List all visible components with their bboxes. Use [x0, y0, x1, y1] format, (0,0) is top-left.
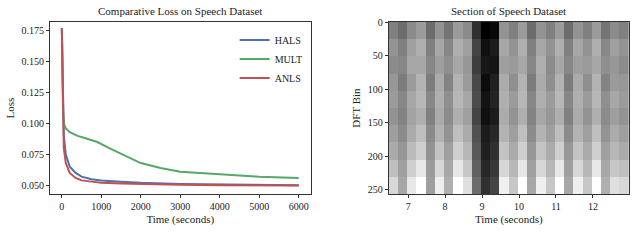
svg-text:0: 0 — [59, 201, 64, 212]
svg-text:0.175: 0.175 — [22, 25, 45, 36]
svg-text:0: 0 — [378, 17, 383, 28]
svg-text:0.150: 0.150 — [22, 56, 45, 67]
svg-text:0.075: 0.075 — [22, 149, 45, 160]
svg-text:0.125: 0.125 — [22, 87, 45, 98]
svg-text:5000: 5000 — [249, 201, 269, 212]
svg-text:50: 50 — [373, 50, 383, 61]
svg-text:9: 9 — [480, 201, 485, 212]
svg-text:4000: 4000 — [210, 201, 230, 212]
svg-text:150: 150 — [368, 117, 383, 128]
svg-text:7: 7 — [406, 201, 411, 212]
svg-text:100: 100 — [368, 84, 383, 95]
svg-text:2000: 2000 — [131, 201, 151, 212]
svg-text:0.050: 0.050 — [22, 180, 45, 191]
svg-text:Section of Speech Dataset: Section of Speech Dataset — [451, 5, 566, 17]
svg-text:Loss: Loss — [4, 98, 16, 119]
svg-text:8: 8 — [443, 201, 448, 212]
svg-text:12: 12 — [588, 201, 598, 212]
svg-text:ANLS: ANLS — [275, 73, 301, 84]
svg-text:DFT Bin: DFT Bin — [350, 88, 362, 128]
svg-text:10: 10 — [514, 201, 524, 212]
svg-text:6000: 6000 — [289, 201, 309, 212]
svg-text:Comparative Loss on Speech Dat: Comparative Loss on Speech Dataset — [98, 5, 262, 17]
svg-text:Time (seconds): Time (seconds) — [146, 213, 214, 226]
svg-text:11: 11 — [551, 201, 561, 212]
svg-text:200: 200 — [368, 151, 383, 162]
svg-text:1000: 1000 — [91, 201, 111, 212]
svg-text:HALS: HALS — [275, 35, 301, 46]
svg-text:MULT: MULT — [275, 54, 302, 65]
svg-text:0.100: 0.100 — [22, 118, 45, 129]
svg-text:Time (seconds): Time (seconds) — [475, 213, 543, 226]
svg-text:250: 250 — [368, 184, 383, 195]
svg-text:3000: 3000 — [170, 201, 190, 212]
